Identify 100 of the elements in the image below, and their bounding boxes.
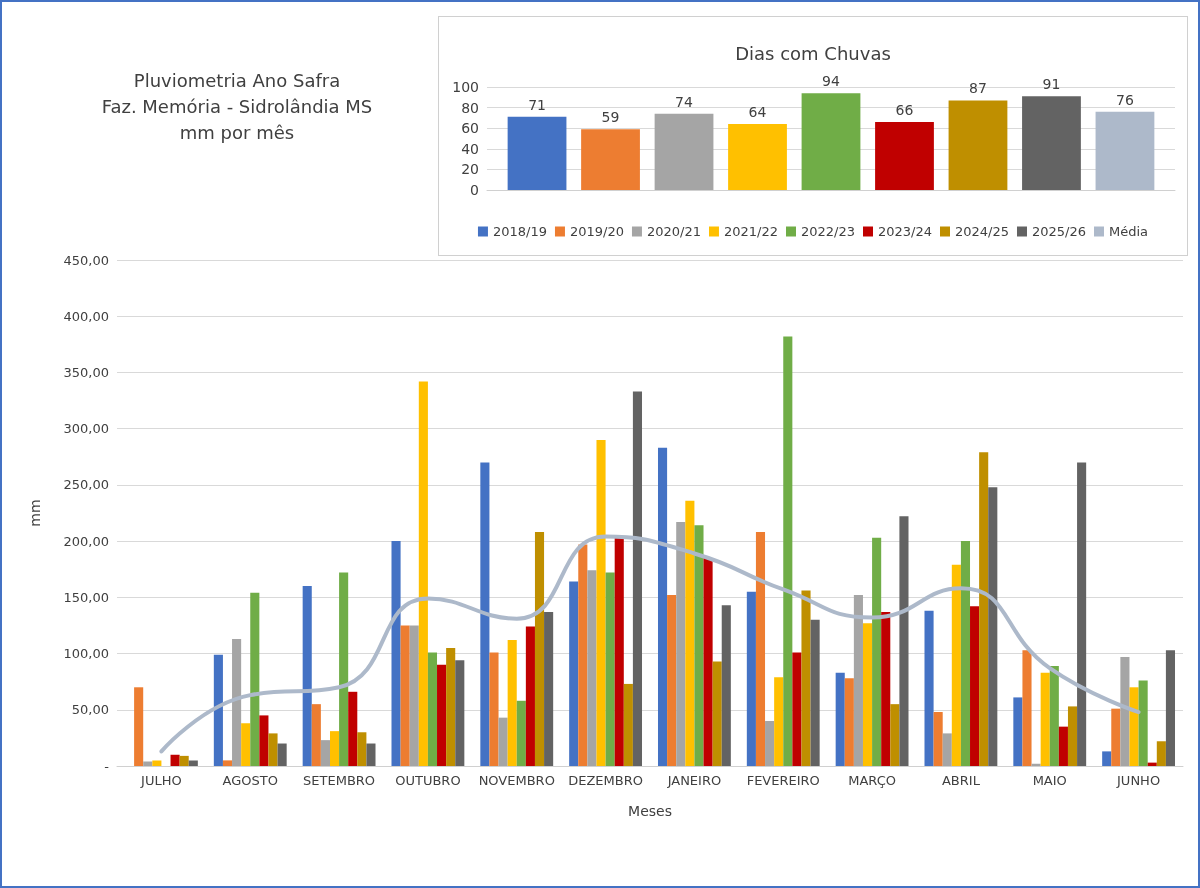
bar — [1156, 741, 1166, 766]
bar — [391, 541, 401, 766]
bar — [694, 525, 704, 766]
bar — [516, 700, 526, 766]
bar — [924, 610, 934, 766]
x-tick-label: DEZEMBRO — [568, 773, 643, 788]
y-tick-label: 200,00 — [63, 533, 109, 549]
bar — [507, 116, 567, 190]
bar — [862, 623, 873, 766]
legend-label: 2018/19 — [492, 224, 547, 239]
bar — [632, 391, 643, 766]
chart-title: Dias com Chuvas — [735, 42, 891, 64]
bar — [446, 647, 456, 766]
line-series — [159, 534, 1141, 754]
y-tick-label: 20 — [461, 161, 479, 178]
y-tick-label: 100,00 — [63, 646, 109, 662]
bar — [1095, 111, 1155, 190]
bar — [348, 691, 358, 766]
bar — [250, 592, 260, 766]
bar — [587, 570, 597, 766]
bar — [357, 732, 367, 766]
bar — [1111, 708, 1121, 766]
x-tick-label: OUTUBRO — [395, 773, 461, 788]
bar — [658, 447, 668, 766]
bar — [578, 544, 588, 766]
bar — [534, 532, 545, 766]
bar — [311, 704, 321, 766]
x-tick-label: MARÇO — [848, 773, 896, 788]
x-axis-title: Meses — [628, 803, 672, 819]
bar — [339, 572, 349, 766]
bar — [810, 619, 820, 766]
y-tick-label: 100 — [452, 79, 479, 95]
bar — [455, 660, 465, 766]
bar — [755, 532, 766, 766]
bar — [480, 462, 490, 766]
bar — [498, 717, 508, 766]
bar — [899, 516, 909, 766]
legend-label: 2024/25 — [954, 224, 1010, 239]
y-tick-label: 0 — [470, 182, 479, 198]
data-label: 66 — [895, 102, 914, 119]
bar — [134, 687, 144, 766]
bar — [1077, 462, 1087, 766]
bar — [1058, 726, 1068, 766]
bar — [170, 754, 180, 766]
bar — [507, 640, 517, 766]
bar — [623, 683, 633, 766]
bar — [728, 124, 787, 190]
bar — [596, 439, 606, 766]
bar — [302, 586, 312, 766]
bar — [259, 715, 269, 766]
legend-label: 2020/21 — [646, 224, 701, 239]
bar — [152, 760, 162, 766]
bar — [1138, 680, 1148, 766]
bar — [614, 537, 624, 766]
x-tick-label: NOVEMBRO — [478, 773, 555, 788]
data-label: 91 — [1042, 76, 1061, 93]
bar — [222, 760, 233, 766]
data-label: 64 — [748, 104, 767, 121]
legend-label: 2025/26 — [1032, 224, 1087, 239]
bar — [667, 595, 677, 766]
bar — [544, 611, 554, 766]
bar — [418, 381, 428, 766]
bar — [979, 452, 989, 766]
bar — [1022, 96, 1081, 190]
bar — [268, 733, 278, 766]
bar — [872, 537, 882, 766]
chart-title: Pluviometria Ano Safra Faz. Memória - Sidrolândia MS mm por mês — [101, 69, 373, 143]
bar — [721, 605, 731, 766]
x-tick-label: SETEMBRO — [303, 773, 376, 788]
bar — [232, 638, 242, 766]
bar — [783, 336, 793, 766]
x-tick-label: JULHO — [140, 773, 182, 788]
y-tick-label: 150,00 — [63, 589, 109, 605]
y-tick-label: 80 — [461, 99, 479, 116]
bar — [525, 626, 535, 766]
bar — [1022, 650, 1032, 766]
bar — [400, 625, 410, 766]
bar — [654, 113, 714, 190]
y-tick-label: 300,00 — [63, 421, 109, 437]
x-tick-label: ABRIL — [941, 773, 981, 788]
bar — [409, 625, 419, 766]
bar — [685, 500, 695, 766]
x-tick-label: JANEIRO — [666, 773, 722, 788]
bar — [1031, 763, 1041, 766]
legend-label: 2019/20 — [569, 224, 624, 239]
y-axis-title: mm — [27, 499, 43, 527]
legend-label: 2023/24 — [877, 224, 932, 239]
bar — [179, 755, 189, 766]
bar — [1165, 650, 1175, 766]
bar — [951, 564, 961, 766]
bar — [853, 595, 863, 766]
bar — [890, 704, 900, 766]
y-tick-label: 400,00 — [63, 308, 109, 324]
bar — [933, 712, 943, 766]
y-tick-label: - — [104, 758, 110, 774]
bar — [1049, 665, 1059, 766]
bar — [569, 581, 579, 766]
bar — [366, 743, 376, 766]
data-label: 74 — [675, 93, 694, 110]
data-label: 76 — [1116, 91, 1134, 108]
